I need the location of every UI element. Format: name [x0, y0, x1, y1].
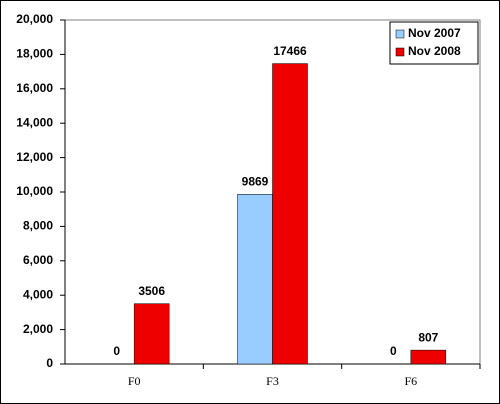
y-tick-label: 14,000: [16, 115, 53, 129]
y-tick-label: 0: [46, 356, 53, 370]
y-tick-label: 16,000: [16, 81, 53, 95]
legend-box: [389, 21, 479, 65]
y-tick-label: 20,000: [16, 12, 53, 26]
x-tick-label: F3: [266, 374, 279, 388]
x-tick-label: F6: [404, 374, 417, 388]
bar: [237, 194, 273, 365]
legend-swatch: [395, 47, 405, 57]
legend-label: Nov 2008: [408, 44, 461, 58]
y-tick-label: 10,000: [16, 184, 53, 198]
y-tick-label: 8,000: [23, 219, 53, 233]
y-tick-label: 6,000: [23, 253, 53, 267]
bar: [410, 349, 447, 365]
bar: [272, 63, 308, 365]
y-tick-label: 12,000: [16, 150, 53, 164]
y-tick-label: 2,000: [23, 322, 53, 336]
x-tick-label: F0: [128, 374, 141, 388]
data-label: 807: [418, 330, 438, 344]
data-label: 3506: [138, 284, 165, 298]
data-label: 17466: [273, 44, 307, 58]
y-tick-label: 4,000: [23, 287, 53, 301]
data-label: 0: [390, 344, 397, 358]
data-label: 0: [113, 344, 120, 358]
y-tick-label: 18,000: [16, 47, 53, 61]
bar: [133, 303, 170, 365]
data-label: 9869: [242, 174, 269, 188]
legend-label: Nov 2007: [408, 26, 461, 40]
legend-swatch: [395, 29, 405, 39]
